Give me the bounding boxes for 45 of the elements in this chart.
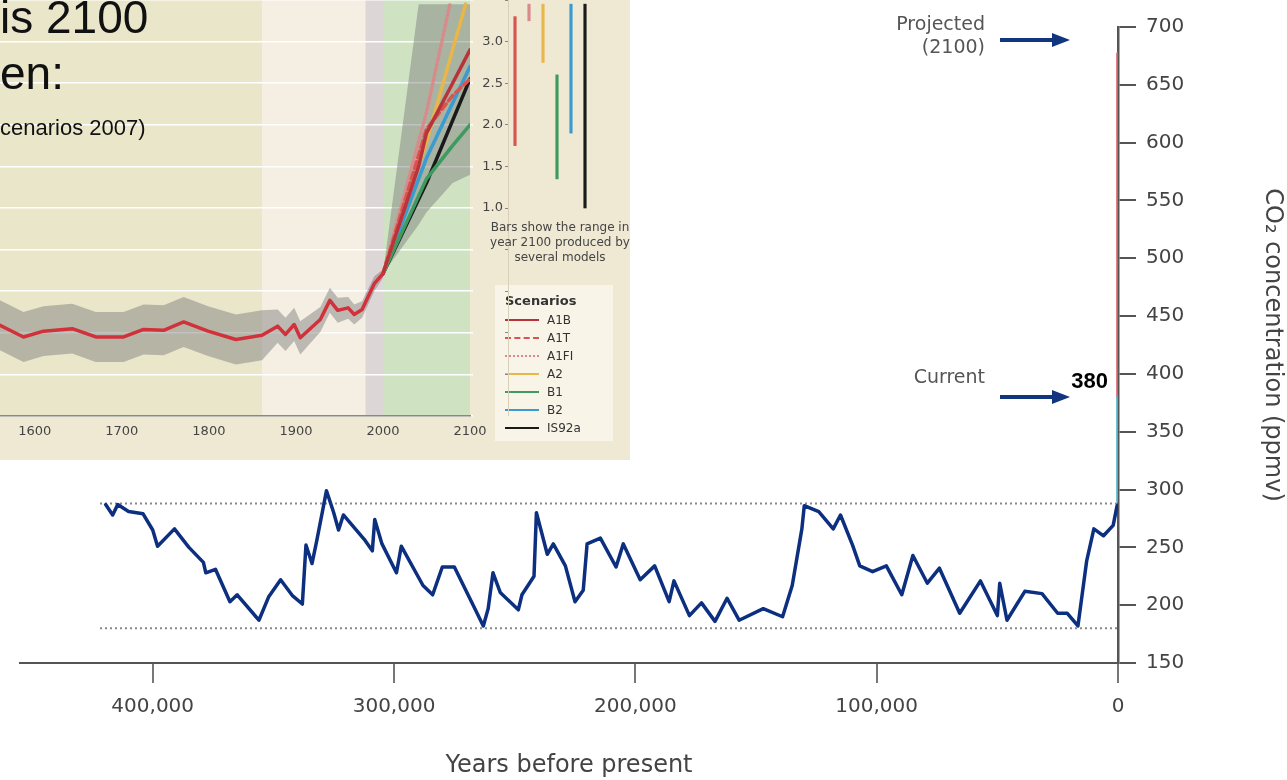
annotation: Bars show the range in year 2100 produced by several models [490, 220, 630, 265]
y-tick-label: 550 [1146, 186, 1185, 211]
y-tick-label: 700 [1146, 13, 1185, 38]
legend-title: Scenarios [505, 293, 578, 308]
x-tick-label: 1600 [18, 423, 52, 439]
x-axis-title: Years before present [444, 749, 693, 778]
annotation: cenarios 2007) [0, 115, 146, 141]
x-tick-label: 1900 [279, 423, 313, 439]
legend-label: B1 [547, 385, 563, 399]
y-tick-label: 300 [1146, 475, 1185, 500]
x-tick-label: 2000 [366, 423, 400, 439]
data-label: 380 [1071, 368, 1108, 394]
y-tick-label: 2.5 [482, 74, 503, 90]
y-tick-label: 250 [1146, 533, 1185, 558]
annotation: Current [912, 365, 985, 388]
legend-label: A2 [547, 367, 563, 381]
legend-label: A1T [547, 331, 571, 345]
x-tick-label: 400,000 [111, 693, 195, 718]
y-tick-label: 450 [1146, 302, 1185, 327]
y-tick-label: 600 [1146, 128, 1185, 153]
legend-label: B2 [547, 403, 563, 417]
x-tick-label: 200,000 [594, 693, 677, 718]
y-tick-label: 150 [1146, 649, 1185, 674]
x-tick-label: 2100 [453, 423, 487, 439]
legend-label: A1B [547, 313, 572, 327]
y-tick-label: 500 [1146, 244, 1185, 269]
y-tick-label: 650 [1146, 71, 1185, 96]
y-tick-label: 1.0 [482, 199, 503, 215]
y-tick-label: 3.0 [482, 32, 503, 48]
y-tick-label: 200 [1146, 591, 1185, 616]
x-tick-label: 0 [1111, 693, 1125, 718]
x-tick-label: 100,000 [835, 693, 919, 718]
x-tick-label: 1800 [192, 423, 226, 439]
y-axis-title: CO₂ concentration (ppmv) [1260, 188, 1287, 502]
y-tick-label: 1.5 [482, 157, 503, 173]
annotation: en: [0, 47, 64, 99]
annotation: Projected (2100) [895, 12, 985, 58]
annotation: is 2100 [0, 0, 149, 43]
legend-label: A1FI [547, 349, 574, 363]
y-tick-label: 350 [1146, 417, 1185, 442]
legend-label: IS92a [547, 421, 581, 435]
y-tick-label: 2.0 [482, 116, 503, 132]
y-tick-label: 400 [1146, 360, 1185, 385]
x-tick-label: 1700 [105, 423, 139, 439]
x-tick-label: 300,000 [352, 693, 436, 718]
